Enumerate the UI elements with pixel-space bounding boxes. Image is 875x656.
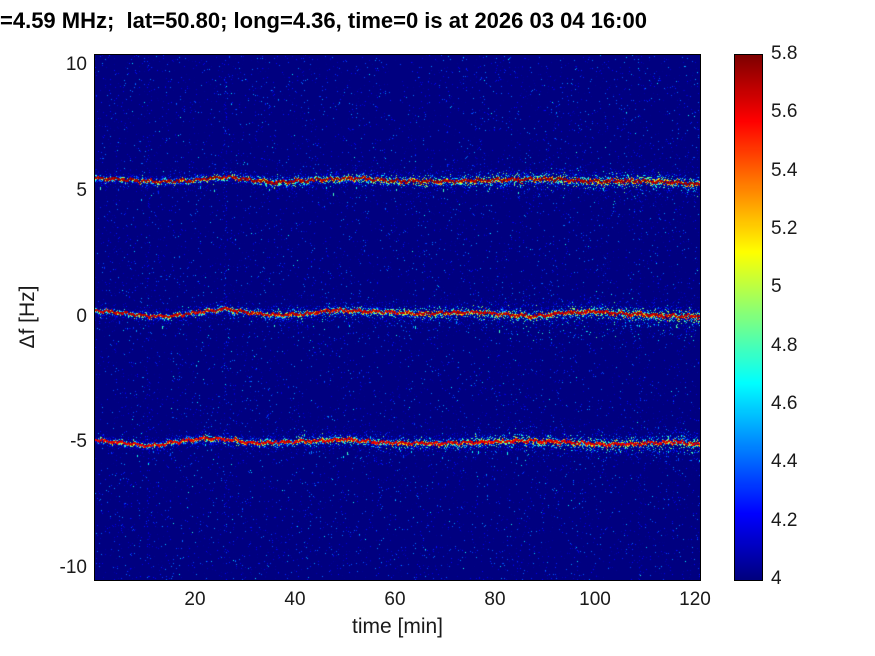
y-tick-label: 0 — [76, 305, 87, 327]
colorbar-tick-label: 4.2 — [771, 509, 798, 531]
y-tick-label: -10 — [59, 556, 87, 578]
x-tick-label: 80 — [484, 589, 506, 610]
y-tick-label: 10 — [65, 54, 87, 76]
x-tick-label: 100 — [579, 589, 611, 610]
colorbar-tick-label: 4.4 — [771, 451, 798, 473]
x-tick-label: 60 — [384, 589, 406, 610]
x-tick-label: 20 — [184, 589, 206, 610]
x-tick-label: 120 — [679, 589, 711, 610]
colorbar-tick-label: 5 — [771, 276, 782, 298]
x-axis-label: time [min] — [351, 615, 443, 638]
colorbar-tick-label: 5.6 — [771, 101, 798, 123]
y-tick-label: 5 — [76, 179, 87, 201]
figure-title: =4.59 MHz; lat=50.80; long=4.36, time=0 … — [0, 8, 647, 33]
x-tick-label: 40 — [284, 589, 306, 610]
colorbar-tick-label: 4.8 — [771, 334, 798, 356]
colorbar-tick-label: 5.4 — [771, 159, 798, 181]
colorbar-tick-label: 4.6 — [771, 393, 798, 414]
colorbar-tick-label: 4 — [771, 568, 782, 589]
spectrogram-canvas — [94, 54, 701, 581]
colorbar-canvas — [734, 54, 763, 581]
colorbar-tick-label: 5.2 — [771, 218, 798, 239]
y-tick-label: -5 — [70, 431, 87, 453]
colorbar-tick-label: 5.8 — [771, 43, 798, 64]
